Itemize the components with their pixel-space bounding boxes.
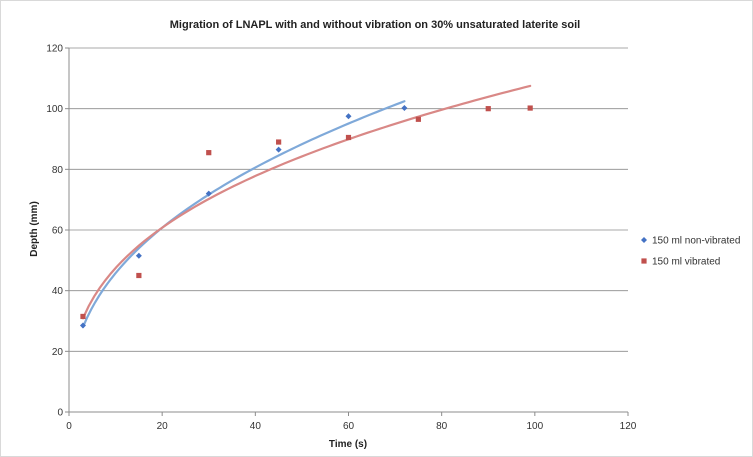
x-tick-label: 20 <box>157 421 169 432</box>
data-point-series-0 <box>205 190 212 197</box>
data-point-series-1 <box>206 150 212 156</box>
y-axis-title: Depth (mm) <box>29 201 40 257</box>
y-tick-label: 40 <box>52 286 64 297</box>
x-tick-label: 80 <box>436 421 448 432</box>
x-tick-label: 40 <box>250 421 262 432</box>
legend-marker-series-0 <box>641 237 647 243</box>
y-tick-label: 80 <box>52 165 64 176</box>
tick-labels: 0 20 40 60 80 100 120 0 20 40 60 80 100 120 <box>46 44 636 433</box>
trendline-series-0 <box>81 100 406 329</box>
data-point-series-1 <box>527 105 533 111</box>
trendlines <box>81 84 532 329</box>
data-point-series-1 <box>345 134 352 141</box>
data-point-series-0 <box>135 252 142 259</box>
legend-marker-series-1 <box>641 258 647 264</box>
legend: 150 ml non-vibrated 150 ml vibrated <box>641 236 740 268</box>
data-point-series-0 <box>401 105 408 112</box>
x-tick-label: 120 <box>620 421 637 432</box>
y-tick-label: 120 <box>46 44 63 55</box>
data-point-series-1 <box>276 139 282 145</box>
legend-label-series-0: 150 ml non-vibrated <box>652 236 740 247</box>
x-tick-label: 100 <box>526 421 543 432</box>
data-point-series-1 <box>415 116 421 122</box>
y-tick-label: 100 <box>46 104 63 115</box>
trendline-series-1 <box>81 84 532 320</box>
chart-title: Migration of LNAPL with and without vibr… <box>170 19 581 31</box>
data-point-series-0 <box>275 146 282 153</box>
data-points <box>79 105 533 329</box>
data-point-series-0 <box>79 322 86 329</box>
y-tick-label: 60 <box>52 226 64 237</box>
axes <box>65 47 629 416</box>
x-tick-label: 60 <box>343 421 355 432</box>
x-tick-label: 0 <box>66 421 72 432</box>
data-point-series-1 <box>136 272 142 279</box>
data-point-series-1 <box>485 106 491 112</box>
y-tick-label: 20 <box>52 347 64 358</box>
data-point-series-0 <box>345 113 352 120</box>
x-axis-title: Time (s) <box>329 439 367 450</box>
gridlines <box>69 47 628 352</box>
legend-label-series-1: 150 ml vibrated <box>652 257 720 268</box>
data-point-series-1 <box>80 313 86 320</box>
y-tick-label: 0 <box>57 408 63 419</box>
